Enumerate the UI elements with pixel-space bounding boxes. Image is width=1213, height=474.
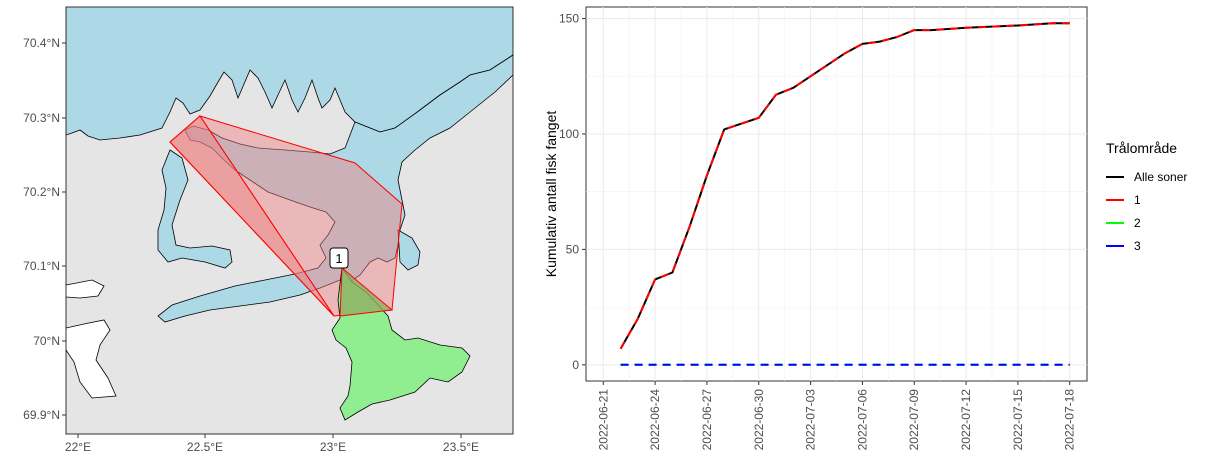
sea-fjord-west bbox=[157, 149, 233, 269]
x-tick-label: 2022-06-24 bbox=[648, 389, 662, 451]
legend-item-label: 3 bbox=[1134, 239, 1141, 253]
x-tick-label: 2022-07-06 bbox=[855, 389, 869, 451]
lat-axis: 70.4°N 70.3°N 70.2°N 70.1°N 70°N 69.9°N bbox=[23, 36, 66, 422]
y-tick-label: 50 bbox=[566, 242, 580, 256]
lat-tick-label: 70.4°N bbox=[23, 36, 60, 50]
lat-tick-label: 70°N bbox=[33, 334, 60, 348]
zone-label-box bbox=[329, 247, 349, 269]
lat-tick-label: 69.9°N bbox=[23, 408, 60, 422]
land-patch-1 bbox=[66, 279, 105, 299]
legend-item-label: Alle soner bbox=[1134, 170, 1187, 184]
x-tick-label: 2022-07-03 bbox=[804, 389, 818, 451]
legend: Trålområde Alle soner 1 2 3 bbox=[1106, 140, 1187, 253]
x-tick-label: 2022-07-15 bbox=[1011, 389, 1025, 451]
lat-tick-label: 70.1°N bbox=[23, 259, 60, 273]
y-tick-label: 100 bbox=[559, 127, 579, 141]
legend-item-label: 1 bbox=[1134, 193, 1141, 207]
series-layer bbox=[619, 22, 1070, 366]
sea-fjord-main bbox=[157, 54, 513, 323]
lat-tick-label: 70.2°N bbox=[23, 185, 60, 199]
x-tick-label: 2022-06-30 bbox=[752, 389, 766, 451]
y-axis-label: Kumulativ antall fisk fanget bbox=[543, 111, 559, 278]
sea-east-bay bbox=[397, 229, 421, 271]
map-panel: 1 70.4°N 70.3°N 70.2°N 70.1°N 70°N 69.9°… bbox=[0, 0, 520, 469]
lat-tick-label: 70.3°N bbox=[23, 111, 60, 125]
y-tick-label: 150 bbox=[559, 12, 579, 26]
lon-tick-label: 22°E bbox=[65, 440, 91, 454]
lon-tick-label: 23°E bbox=[320, 440, 346, 454]
legend-title: Trålområde bbox=[1106, 140, 1177, 156]
series-line-1 bbox=[619, 22, 1070, 350]
y-tick-label: 0 bbox=[572, 358, 579, 372]
x-tick-label: 2022-06-27 bbox=[700, 389, 714, 451]
lon-tick-label: 23.5°E bbox=[443, 440, 479, 454]
x-tick-label: 2022-07-09 bbox=[907, 389, 921, 451]
lon-axis: 22°E 22.5°E 23°E 23.5°E bbox=[65, 434, 479, 454]
x-tick-label: 2022-06-21 bbox=[596, 389, 610, 451]
lon-tick-label: 22.5°E bbox=[187, 440, 223, 454]
x-tick-label: 2022-07-18 bbox=[1063, 389, 1077, 451]
map-svg: 1 70.4°N 70.3°N 70.2°N 70.1°N 70°N 69.9°… bbox=[23, 6, 514, 454]
zone-label: 1 bbox=[335, 251, 342, 266]
legend-item-label: 2 bbox=[1134, 216, 1141, 230]
zone-1-polygon-west bbox=[169, 115, 335, 317]
x-tick-label: 2022-07-12 bbox=[959, 389, 973, 451]
zone-2-overlap bbox=[339, 266, 394, 317]
land-patch-2 bbox=[66, 319, 117, 399]
map-geography bbox=[66, 7, 513, 421]
axes: 0 50 100 150 2022-06-21 2022-06-24 2022-06-27 2… bbox=[559, 12, 1077, 451]
cumulative-catch-chart: 0 50 100 150 2022-06-21 2022-06-24 2022-06-27 2… bbox=[543, 6, 1187, 451]
chart-panel: 0 50 100 150 2022-06-21 2022-06-24 2022-06-27 2… bbox=[520, 0, 1213, 469]
